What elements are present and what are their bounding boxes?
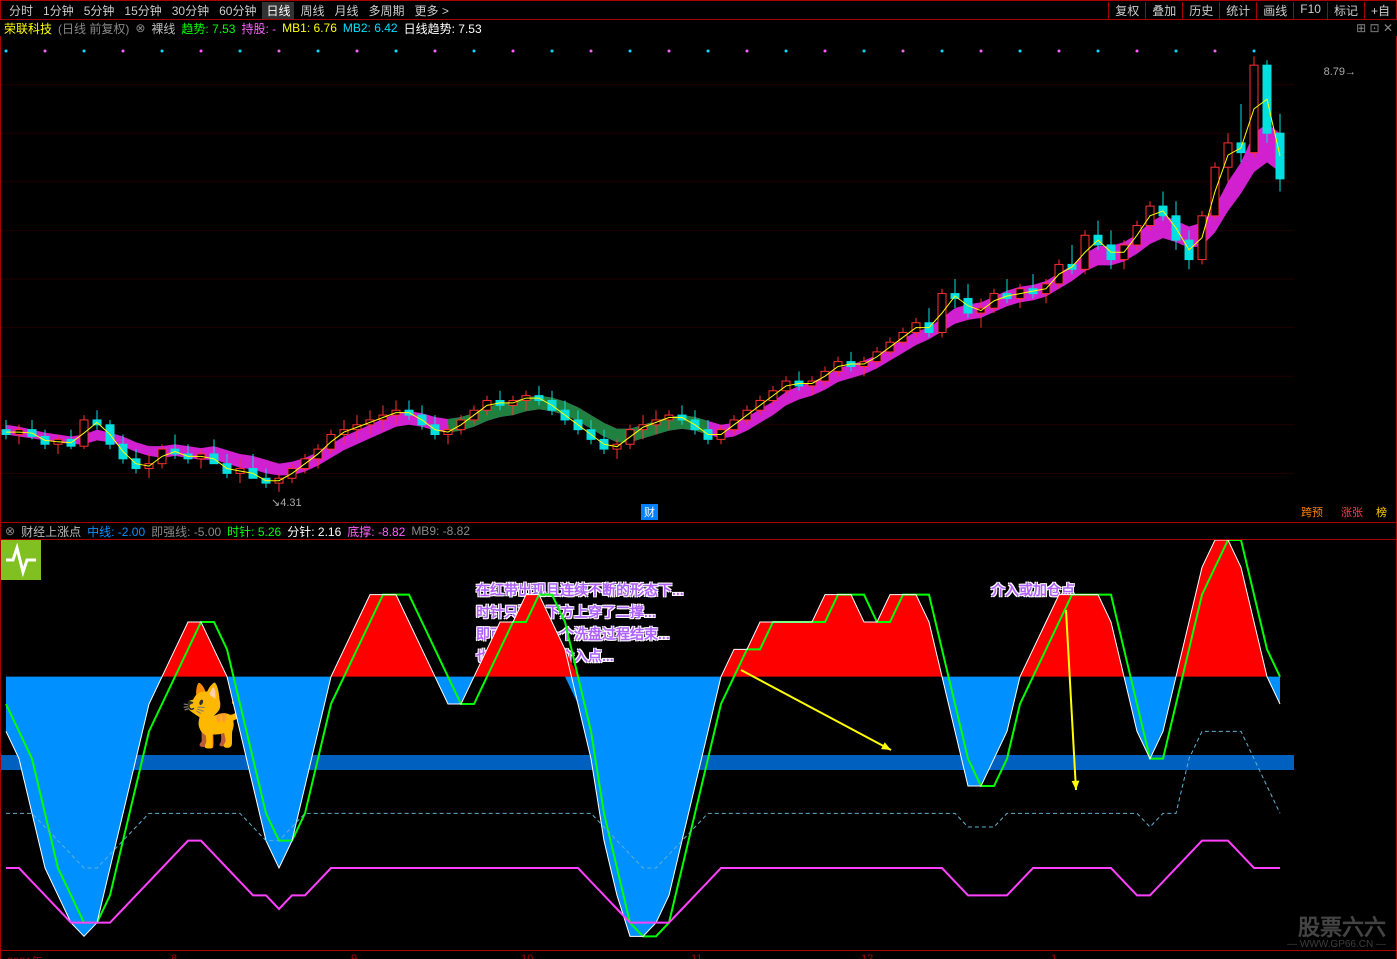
toolbar-btn[interactable]: 统计 — [1219, 2, 1256, 19]
timeframe-btn[interactable]: 日线 — [262, 2, 294, 19]
luoxian-label: 裸线 — [151, 20, 175, 37]
timeframe-btn[interactable]: 30分钟 — [168, 2, 213, 19]
main-chart[interactable]: 8.79→ ↘4.31 财 跨预 涨张 榜 — [1, 36, 1396, 523]
watermark-sub: — WWW.GP66.CN — — [1287, 939, 1386, 950]
chart-area: 8.79→ ↘4.31 财 跨预 涨张 榜 ⊗ 财经上涨点 中线: -2.00 … — [0, 36, 1397, 959]
close-icon[interactable]: ⊗ — [5, 524, 15, 538]
timeframe-btn[interactable]: 月线 — [331, 2, 363, 19]
top-toolbar: 分时1分钟5分钟15分钟30分钟60分钟日线周线月线多周期更多 > 复权叠加历史… — [0, 0, 1397, 20]
badge-zhang: 涨张 — [1338, 504, 1366, 520]
badge-bang: 榜 — [1373, 504, 1390, 520]
timeframe-btn[interactable]: 分时 — [5, 2, 37, 19]
rixian-val: 7.53 — [458, 22, 481, 36]
toolbar-btn[interactable]: F10 — [1293, 2, 1327, 19]
chart-info-line: 荣联科技 (日线 前复权) ⊗ 裸线 趋势: 7.53 持股: - MB1: 6… — [0, 20, 1397, 36]
toolbar-btn[interactable]: 历史 — [1182, 2, 1219, 19]
indicator-name: 财经上涨点 — [21, 523, 81, 540]
badge-kuayu: 跨预 — [1298, 504, 1326, 520]
qushi-label: 趋势: — [181, 22, 208, 36]
toolbar-btn[interactable]: +自 — [1364, 2, 1396, 19]
mb2-label: MB2: — [343, 21, 371, 35]
indicator-chart[interactable]: 在红带出现且连续不断的形态下... 时针只要从下方上穿了二撑... 即可订为是一… — [1, 540, 1396, 950]
timeframe-btn[interactable]: 15分钟 — [120, 2, 165, 19]
mb2-val: 6.42 — [374, 21, 397, 35]
price-high-label: 8.79→ — [1324, 66, 1356, 78]
timeframe-btn[interactable]: 5分钟 — [80, 2, 119, 19]
chigu-val: - — [272, 22, 276, 36]
timeframe-btn[interactable]: 周线 — [296, 2, 328, 19]
mb1-label: MB1: — [282, 21, 310, 35]
win-icon-1[interactable]: ⊞ — [1356, 21, 1366, 35]
mb1-val: 6.76 — [314, 21, 337, 35]
window-controls[interactable]: ⊞ ⊡ ✕ — [1356, 21, 1397, 35]
timeframe-group: 分时1分钟5分钟15分钟30分钟60分钟日线周线月线多周期更多 > — [1, 2, 453, 19]
watermark: 股票六六 — [1298, 910, 1386, 942]
qushi-val: 7.53 — [212, 22, 235, 36]
toolbar-btn[interactable]: 画线 — [1256, 2, 1293, 19]
win-close-icon[interactable]: ✕ — [1383, 21, 1393, 35]
toolbar-btn[interactable]: 复权 — [1108, 2, 1145, 19]
timeframe-btn[interactable]: 1分钟 — [39, 2, 78, 19]
win-icon-2[interactable]: ⊡ — [1370, 21, 1380, 35]
rixian-label: 日线趋势: — [404, 22, 455, 36]
toolbar-right-group: 复权叠加历史统计画线F10标记+自 — [1108, 2, 1396, 19]
timeframe-btn[interactable]: 60分钟 — [215, 2, 260, 19]
chigu-label: 持股: — [241, 22, 268, 36]
stock-name: 荣联科技 — [4, 20, 52, 37]
toolbar-btn[interactable]: 标记 — [1327, 2, 1364, 19]
chart-type-label: (日线 前复权) — [58, 20, 129, 37]
close-icon[interactable]: ⊗ — [135, 21, 145, 35]
toolbar-btn[interactable]: 叠加 — [1145, 2, 1182, 19]
indicator-header: ⊗ 财经上涨点 中线: -2.00 即强线: -5.00 时针: 5.26 分针… — [1, 523, 1396, 540]
timeframe-btn[interactable]: 多周期 — [365, 2, 409, 19]
time-axis: 2021年 8 9 10 11 12 1 — [1, 950, 1396, 959]
timeframe-btn[interactable]: 更多 > — [411, 2, 453, 19]
time-year: 2021年 — [7, 953, 42, 959]
